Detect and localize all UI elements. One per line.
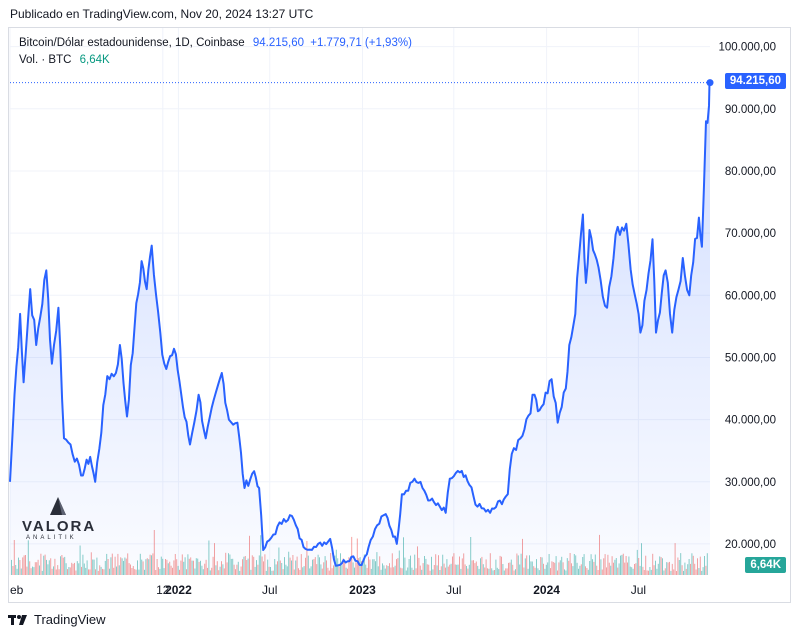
last-volume-badge: 6,64K xyxy=(745,557,786,573)
logo-sub: ANALITIK xyxy=(26,535,77,541)
legend-symbol-row: Bitcoin/Dólar estadounidense, 1D, Coinba… xyxy=(19,35,412,52)
valora-logo: VALORA ANALITIK xyxy=(22,495,97,545)
logo-word: VALORA xyxy=(22,518,97,535)
legend-price: 94.215,60 xyxy=(252,37,305,49)
y-tick-label: 80.000,00 xyxy=(725,166,776,178)
y-tick-label: 70.000,00 xyxy=(725,228,776,240)
y-tick-label: 100.000,00 xyxy=(718,42,776,54)
x-tick-label: eb xyxy=(10,583,24,597)
volume-bar xyxy=(356,538,358,575)
x-tick-label: 2022 xyxy=(165,583,192,597)
tradingview-footer[interactable]: TradingView xyxy=(8,612,106,627)
price-area xyxy=(10,82,710,575)
price-line xyxy=(9,81,711,567)
y-axis: 20.000,00 30.000,00 40.000,00 50.000,00 60.0… xyxy=(718,42,776,551)
symbol-label[interactable]: Bitcoin/Dólar estadounidense, 1D, Coinba… xyxy=(19,37,245,49)
x-tick-label: Jul xyxy=(631,583,646,597)
x-tick-label: Jul xyxy=(262,583,277,597)
y-tick-label: 20.000,00 xyxy=(725,539,776,551)
legend-volume-row: Vol. · BTC 6,64K xyxy=(19,52,412,69)
y-tick-label: 40.000,00 xyxy=(725,415,776,427)
volume-label[interactable]: Vol. · BTC xyxy=(19,54,72,66)
chart-frame xyxy=(8,27,791,603)
volume-bar xyxy=(335,549,337,575)
x-tick-label: Jul xyxy=(446,583,461,597)
x-tick-label: 2023 xyxy=(349,583,376,597)
y-tick-label: 60.000,00 xyxy=(725,290,776,302)
x-tick-label: 12 xyxy=(156,583,170,597)
logo-mark-icon xyxy=(50,497,66,515)
published-caption: Publicado en TradingView.com, Nov 20, 20… xyxy=(10,7,314,21)
legend-change: +1.779,71 (+1,93%) xyxy=(310,37,412,49)
tradingview-logo-icon xyxy=(8,613,30,627)
x-tick-label: 2024 xyxy=(533,583,560,597)
chart-legend: Bitcoin/Dólar estadounidense, 1D, Coinba… xyxy=(19,35,412,69)
y-tick-label: 30.000,00 xyxy=(725,477,776,489)
last-price-badge: 94.215,60 xyxy=(724,73,786,89)
last-price-dot xyxy=(706,79,714,87)
legend-volume: 6,64K xyxy=(79,54,110,66)
y-tick-label: 90.000,00 xyxy=(725,104,776,116)
tradingview-brand: TradingView xyxy=(34,612,106,627)
y-tick-label: 50.000,00 xyxy=(725,352,776,364)
